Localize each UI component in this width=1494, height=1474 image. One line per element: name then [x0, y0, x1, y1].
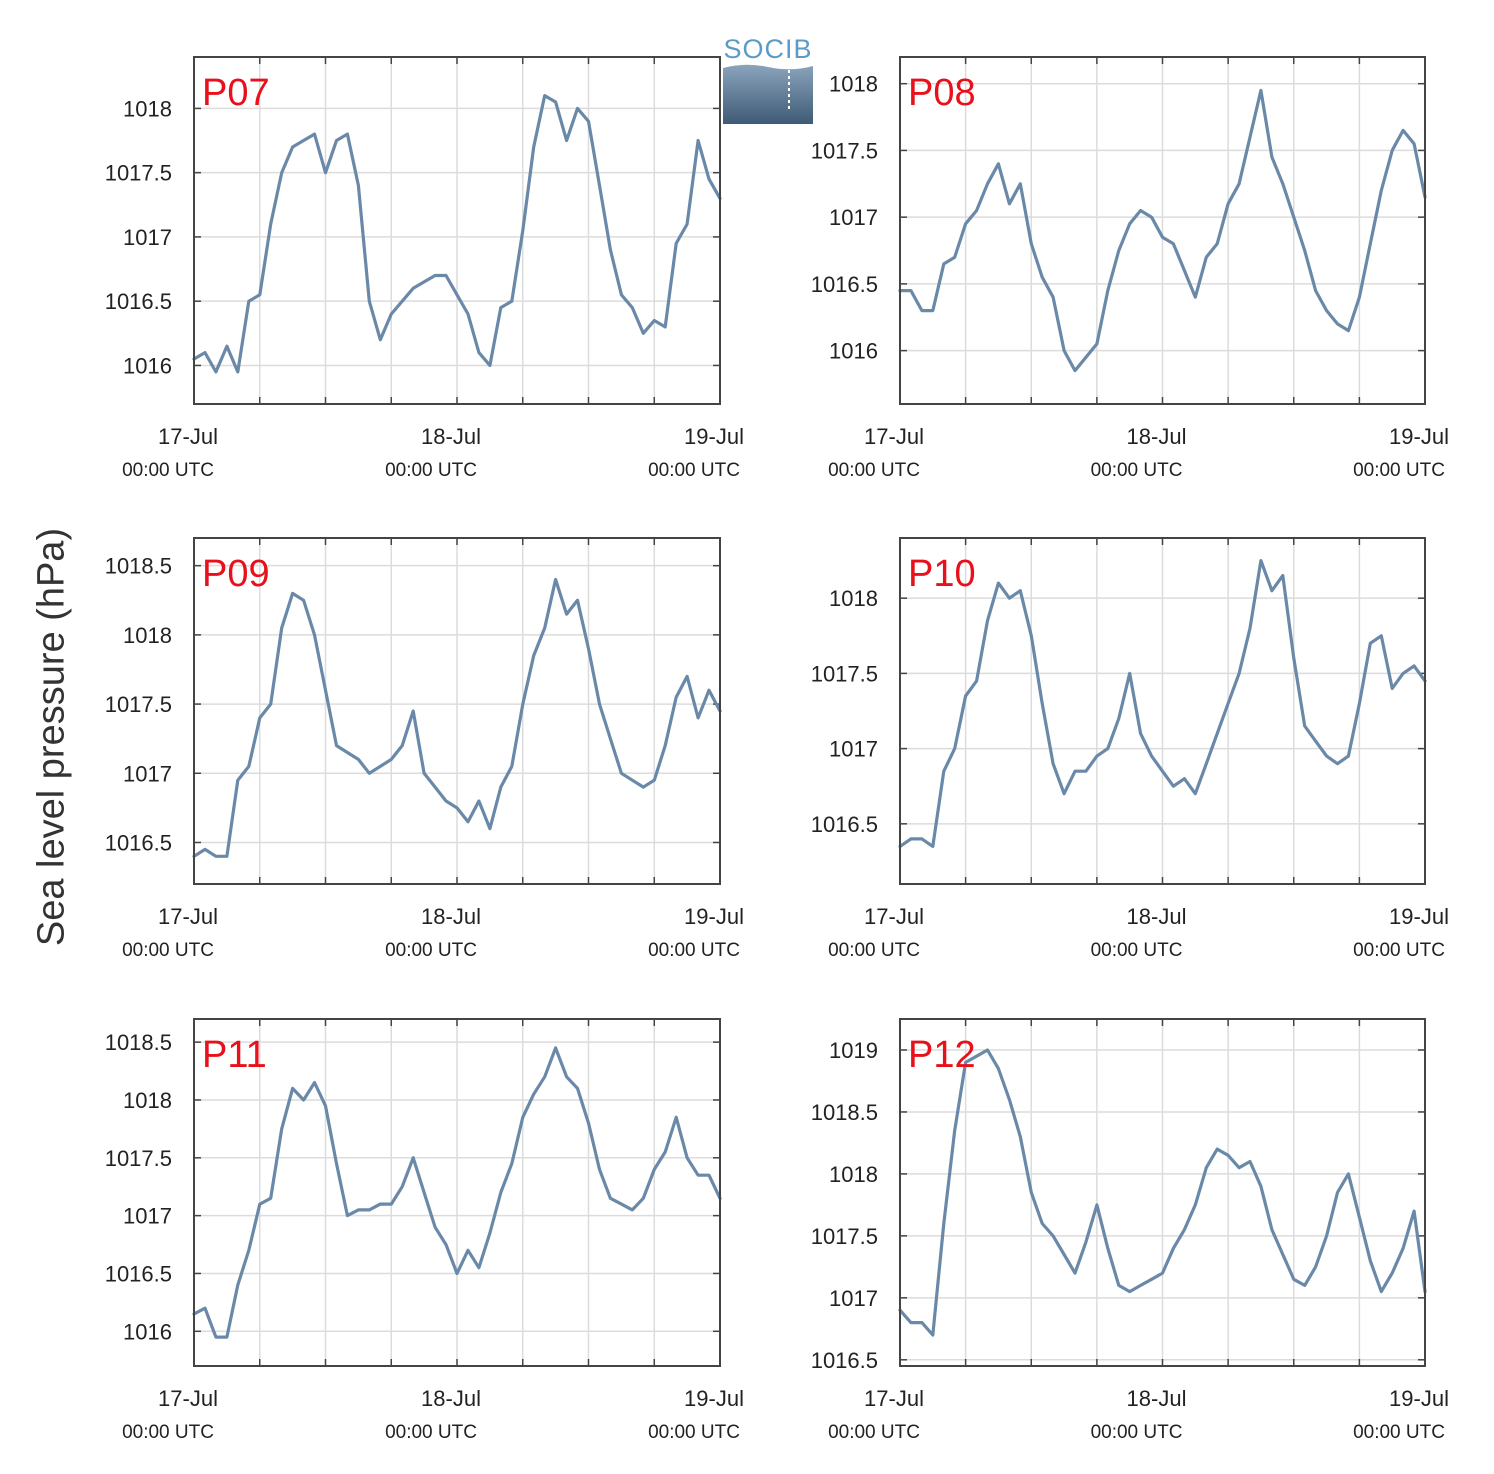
x-tick-sublabel: 00:00 UTC	[1353, 460, 1445, 481]
plot-frame	[193, 56, 721, 405]
x-tick-sublabel: 00:00 UTC	[828, 940, 920, 961]
panel-title: P07	[202, 72, 270, 114]
y-tick-label: 1018	[123, 1088, 172, 1113]
y-tick-label: 1018.5	[105, 1030, 172, 1055]
socib-logo: SOCIB	[723, 34, 813, 124]
y-tick-label: 1016.5	[811, 1348, 878, 1373]
x-tick-label: 17-Jul	[864, 424, 924, 449]
y-tick-label: 1018	[123, 623, 172, 648]
y-tick-label: 1017	[829, 1286, 878, 1311]
x-tick-label: 17-Jul	[158, 904, 218, 929]
y-tick-label: 1017	[123, 761, 172, 786]
x-tick-sublabel: 00:00 UTC	[1091, 1422, 1183, 1443]
logo-wave-icon	[723, 64, 813, 124]
y-tick-label: 1019	[829, 1038, 878, 1063]
y-tick-label: 1017	[829, 205, 878, 230]
x-tick-sublabel: 00:00 UTC	[385, 460, 477, 481]
y-tick-label: 1016.5	[811, 272, 878, 297]
x-tick-sublabel: 00:00 UTC	[385, 940, 477, 961]
y-tick-label: 1018	[829, 586, 878, 611]
panel-2: 1016.5 1017 1017.5 1018 1018.5 17-Jul 00:00 UT…	[105, 537, 744, 961]
x-tick-sublabel: 00:00 UTC	[648, 940, 740, 961]
x-tick-label: 19-Jul	[684, 424, 744, 449]
y-tick-label: 1017.5	[105, 692, 172, 717]
x-tick-label: 17-Jul	[158, 1386, 218, 1411]
x-tick-label: 19-Jul	[1389, 1386, 1449, 1411]
y-tick-label: 1016	[123, 353, 172, 378]
x-tick-sublabel: 00:00 UTC	[385, 1422, 477, 1443]
y-tick-label: 1018.5	[811, 1100, 878, 1125]
y-tick-label: 1016	[829, 339, 878, 364]
panel-3: 1016.5 1017 1017.5 1018 17-Jul 00:00 UTC 18-Ju…	[811, 537, 1449, 961]
plot-frame	[193, 1018, 721, 1367]
panel-title: P12	[908, 1034, 976, 1076]
y-tick-label: 1018	[829, 72, 878, 97]
x-tick-sublabel: 00:00 UTC	[648, 460, 740, 481]
x-tick-sublabel: 00:00 UTC	[1353, 1422, 1445, 1443]
x-tick-label: 18-Jul	[1127, 904, 1187, 929]
x-tick-label: 17-Jul	[864, 1386, 924, 1411]
x-tick-sublabel: 00:00 UTC	[648, 1422, 740, 1443]
y-tick-label: 1017	[123, 225, 172, 250]
y-tick-label: 1017.5	[105, 161, 172, 186]
x-tick-label: 18-Jul	[421, 1386, 481, 1411]
plot-frame	[193, 537, 721, 885]
y-tick-label: 1016.5	[105, 289, 172, 314]
x-tick-label: 19-Jul	[1389, 904, 1449, 929]
panel-title: P09	[202, 553, 270, 595]
y-tick-label: 1016.5	[105, 830, 172, 855]
x-tick-label: 18-Jul	[421, 904, 481, 929]
panel-title: P08	[908, 72, 976, 114]
x-tick-sublabel: 00:00 UTC	[828, 1422, 920, 1443]
y-tick-label: 1016	[123, 1319, 172, 1344]
panel-title: P11	[202, 1034, 267, 1076]
x-tick-sublabel: 00:00 UTC	[1091, 940, 1183, 961]
x-tick-sublabel: 00:00 UTC	[828, 460, 920, 481]
x-tick-label: 17-Jul	[158, 424, 218, 449]
y-tick-label: 1016.5	[105, 1261, 172, 1286]
y-tick-label: 1017.5	[811, 661, 878, 686]
panel-1: 1016 1016.5 1017 1017.5 1018 17-Jul 00:00 UTC 1…	[811, 56, 1449, 481]
panel-0: 1016 1016.5 1017 1017.5 1018 17-Jul 00:00 UTC 1…	[105, 56, 744, 481]
x-tick-sublabel: 00:00 UTC	[122, 460, 214, 481]
y-tick-label: 1017	[123, 1204, 172, 1229]
plot-frame	[899, 1018, 1426, 1367]
x-tick-label: 19-Jul	[684, 904, 744, 929]
panel-5: 1016.5 1017 1017.5 1018 1018.5 1019 17-Jul 00:0…	[811, 1018, 1449, 1443]
y-tick-label: 1018	[829, 1162, 878, 1187]
panel-4: 1016 1016.5 1017 1017.5 1018 1018.5 17-Jul 00:0…	[105, 1018, 744, 1443]
plot-frame	[899, 56, 1426, 405]
x-tick-sublabel: 00:00 UTC	[122, 940, 214, 961]
x-tick-label: 18-Jul	[1127, 424, 1187, 449]
x-tick-sublabel: 00:00 UTC	[1353, 940, 1445, 961]
panel-title: P10	[908, 553, 976, 595]
y-tick-label: 1016.5	[811, 812, 878, 837]
logo-text: SOCIB	[723, 34, 813, 64]
y-tick-label: 1017.5	[105, 1146, 172, 1171]
x-tick-sublabel: 00:00 UTC	[122, 1422, 214, 1443]
x-tick-label: 17-Jul	[864, 904, 924, 929]
y-tick-label: 1017.5	[811, 1224, 878, 1249]
plot-frame	[899, 537, 1426, 885]
x-tick-label: 19-Jul	[1389, 424, 1449, 449]
x-tick-label: 18-Jul	[1127, 1386, 1187, 1411]
x-tick-sublabel: 00:00 UTC	[1091, 460, 1183, 481]
y-tick-label: 1018	[123, 96, 172, 121]
y-tick-label: 1018.5	[105, 554, 172, 579]
x-tick-label: 19-Jul	[684, 1386, 744, 1411]
y-tick-label: 1017.5	[811, 138, 878, 163]
y-tick-label: 1017	[829, 737, 878, 762]
x-tick-label: 18-Jul	[421, 424, 481, 449]
